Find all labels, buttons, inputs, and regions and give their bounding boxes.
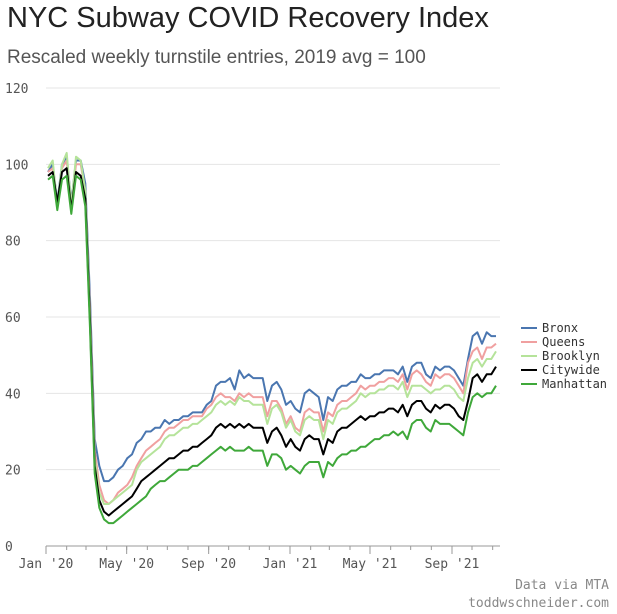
legend-label-manhattan: Manhattan (542, 377, 607, 391)
x-tick-label: Jan '21 (263, 557, 318, 572)
x-tick-label: Sep '21 (425, 557, 480, 572)
y-tick-label: 100 (5, 158, 28, 173)
y-tick-label: 120 (5, 82, 28, 97)
legend-label-queens: Queens (542, 335, 585, 349)
author-credit: toddwschneider.com (468, 596, 609, 611)
chart-title: NYC Subway COVID Recovery Index (7, 2, 489, 34)
series-line-queens (47, 159, 497, 505)
series-line-manhattan (47, 174, 497, 525)
series-layer (47, 151, 497, 525)
chart-subtitle: Rescaled weekly turnstile entries, 2019 … (7, 47, 426, 68)
series-line-citywide (47, 167, 497, 517)
x-tick-label: Sep '20 (181, 557, 236, 572)
legend-label-brooklyn: Brooklyn (542, 349, 600, 363)
y-tick-label: 80 (5, 235, 21, 250)
series-line-brooklyn (47, 151, 497, 505)
x-tick-label: Jan '20 (19, 557, 74, 572)
grid-layer (46, 87, 500, 471)
y-tick-label: 20 (5, 464, 21, 479)
x-tick-label: May '21 (343, 557, 398, 572)
y-tick-label: 0 (5, 540, 13, 555)
legend-label-citywide: Citywide (542, 363, 600, 377)
x-tick-label: May '20 (99, 557, 154, 572)
series-line-bronx (47, 155, 496, 483)
y-tick-label: 40 (5, 387, 21, 402)
legend-label-bronx: Bronx (542, 321, 578, 335)
y-tick-label: 60 (5, 311, 21, 326)
axis-layer: 0 20 40 60 80 100 120 Jan '20 May '20 Sep '20 Jan … (5, 82, 500, 572)
data-source-credit: Data via MTA (515, 578, 609, 593)
